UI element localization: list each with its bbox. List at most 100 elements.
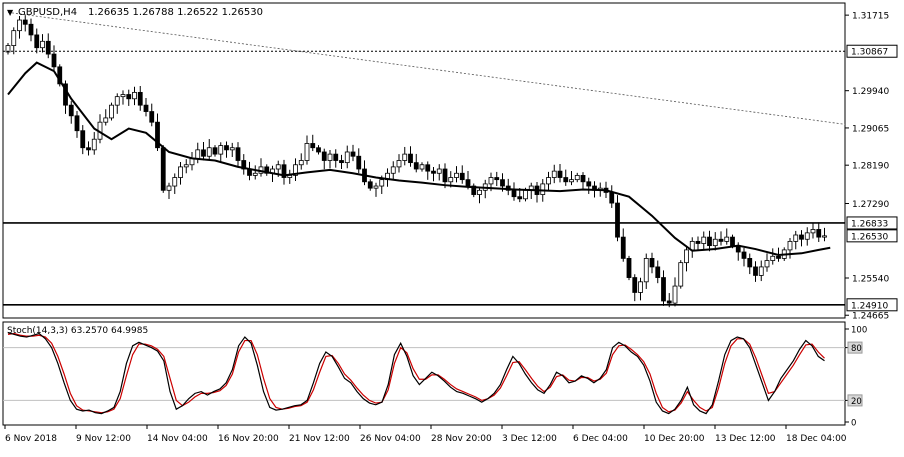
candle-body	[11, 30, 17, 46]
candle-body	[28, 23, 34, 36]
time-tick-label: 13 Dec 12:00	[715, 434, 776, 444]
candle-body	[523, 189, 528, 200]
time-tick-label: 28 Nov 20:00	[431, 434, 492, 444]
time-axis[interactable]: 6 Nov 2018 9 Nov 12:00 14 Nov 04:00 16 Nov …	[4, 425, 847, 444]
candle-body	[367, 181, 373, 189]
candle-body	[333, 153, 339, 161]
price-tick-label: 1.24665	[852, 312, 889, 322]
stoch-caption: Stoch(14,3,3) 63.2570 64.9985	[7, 326, 148, 336]
candle-body	[459, 172, 465, 181]
candle-body	[615, 202, 620, 238]
candle-body	[477, 189, 482, 195]
candle-body	[678, 262, 684, 287]
candle-body	[339, 160, 344, 164]
candle-body	[730, 236, 735, 247]
candle-body	[109, 104, 114, 119]
candle-body	[672, 285, 678, 304]
candle-body	[448, 177, 454, 183]
candle-body	[183, 164, 189, 168]
candle-body	[344, 151, 350, 164]
candle-body	[408, 153, 413, 164]
candle-body	[241, 160, 247, 170]
candle-body	[201, 149, 206, 157]
time-tick-label: 21 Nov 12:00	[289, 434, 350, 444]
candle-body	[321, 151, 327, 161]
price-box	[846, 298, 898, 312]
candle-body	[275, 164, 281, 170]
candle-body	[160, 147, 166, 191]
candle-body	[753, 266, 758, 276]
candle-body	[500, 179, 505, 187]
trendline	[7, 11, 846, 125]
candle-body	[655, 266, 661, 278]
candle-body	[810, 229, 816, 234]
candle-body	[804, 232, 810, 240]
price-box-label: 1.24910	[851, 301, 888, 311]
candle-body	[712, 238, 718, 247]
candle-body	[787, 240, 793, 251]
candle-body	[126, 94, 132, 100]
price-box-label: 1.26833	[851, 219, 888, 229]
price-box-label: 1.26530	[851, 232, 888, 242]
candle-body	[120, 94, 126, 98]
candle-body	[22, 19, 28, 25]
candle-body	[776, 255, 781, 259]
candle-body	[684, 249, 689, 264]
candle-body	[471, 185, 477, 195]
stoch-level-box	[847, 341, 863, 354]
candle-body	[390, 166, 396, 174]
candle-body	[224, 145, 229, 151]
candle-body	[661, 277, 666, 302]
candle-body	[442, 168, 448, 183]
symbol-caption: GBPUSD,H4	[18, 7, 77, 18]
candle-body	[218, 145, 224, 155]
candle-body	[281, 164, 287, 178]
candle-body	[356, 155, 362, 170]
stoch-main-line	[7, 332, 825, 415]
candle-body	[454, 172, 459, 178]
candle-body	[707, 236, 712, 247]
candle-body	[80, 130, 86, 149]
candle-body	[149, 111, 155, 123]
stoch-level-box	[847, 394, 863, 407]
candle-body	[724, 236, 730, 242]
candle-body	[695, 240, 701, 244]
candle-body	[172, 177, 178, 187]
time-tick-label: 16 Nov 20:00	[218, 434, 279, 444]
candle-body	[511, 189, 517, 198]
candle-body	[551, 170, 557, 178]
candle-body	[5, 45, 11, 53]
price-box	[846, 44, 898, 58]
candle-body	[638, 281, 643, 293]
time-tick-label: 26 Nov 04:00	[360, 434, 421, 444]
candle-body	[741, 251, 747, 259]
candle-body	[799, 234, 804, 240]
candle-body	[626, 258, 632, 278]
candle-body	[816, 229, 822, 238]
price-tick-label: 1.28190	[852, 162, 889, 172]
candle-body	[793, 234, 799, 242]
candle-body	[373, 185, 379, 189]
candle-body	[316, 147, 321, 153]
menu-arrow-icon[interactable]: ▼	[7, 8, 14, 17]
candle-body	[419, 164, 425, 170]
stoch-pane[interactable]	[2, 321, 846, 426]
price-box	[846, 229, 898, 243]
candle-body	[764, 260, 770, 268]
stoch-tick-label: 80	[851, 344, 862, 354]
candle-body	[206, 147, 212, 157]
price-scale[interactable]: 1.31715 1.29940 1.29065 1.28190 1.27290 1.255…	[845, 12, 898, 322]
candle-body	[620, 236, 626, 259]
candle-body	[580, 174, 586, 183]
candle-body	[310, 143, 316, 149]
candle-body	[431, 170, 436, 174]
candle-body	[17, 19, 22, 32]
candle-body	[40, 40, 45, 49]
candle-body	[350, 151, 356, 157]
candle-body	[701, 236, 707, 244]
price-pane[interactable]	[2, 2, 846, 319]
candle-body	[546, 177, 551, 185]
candle-body	[402, 153, 408, 161]
